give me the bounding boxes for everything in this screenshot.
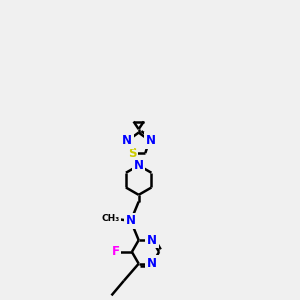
Text: CH₃: CH₃ bbox=[101, 214, 119, 223]
Text: F: F bbox=[112, 245, 120, 258]
Text: S: S bbox=[128, 147, 136, 160]
Text: N: N bbox=[126, 214, 136, 227]
Text: N: N bbox=[146, 134, 156, 147]
Text: N: N bbox=[147, 257, 157, 270]
Text: N: N bbox=[147, 234, 157, 247]
Text: N: N bbox=[122, 134, 132, 147]
Text: N: N bbox=[134, 159, 144, 172]
